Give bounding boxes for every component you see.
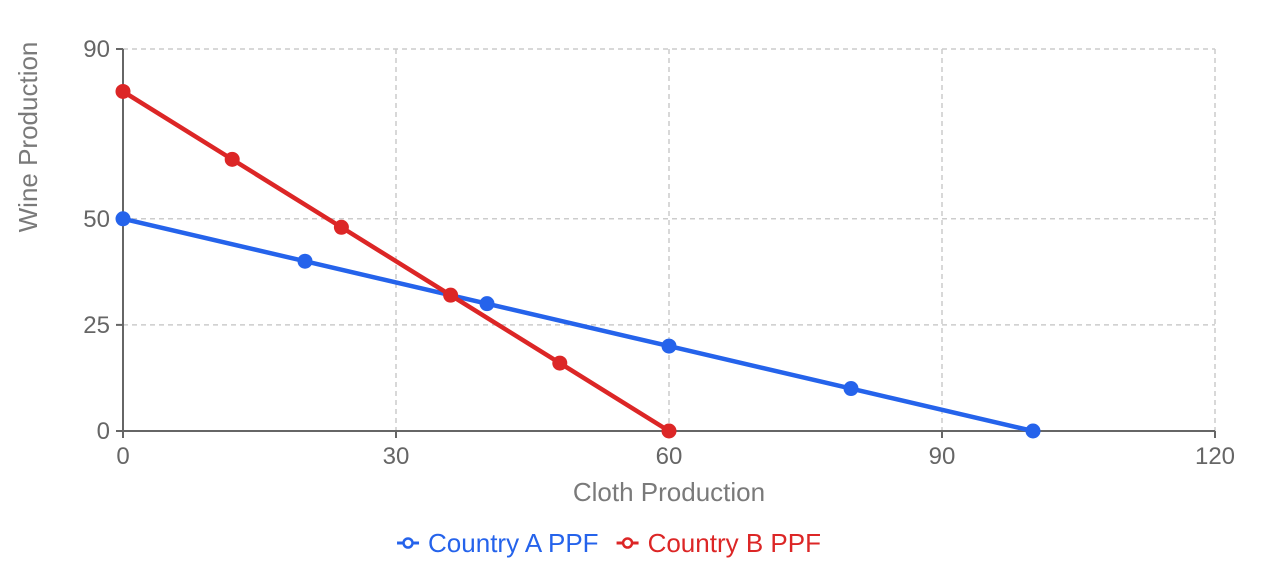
y-tick-label-25: 25 <box>83 312 110 339</box>
legend-label: Country B PPF <box>648 528 821 558</box>
x-tick-label-120: 120 <box>1195 443 1235 470</box>
grid <box>123 48 1216 431</box>
series-2 <box>115 83 677 439</box>
legend-swatch-marker <box>621 537 634 549</box>
series-2-point-1[interactable] <box>224 151 240 167</box>
series-1-point-1[interactable] <box>297 253 313 269</box>
legend-label: Country A PPF <box>428 528 599 558</box>
series-1-line <box>120 216 1036 434</box>
y-axis-title: Wine Production <box>13 42 43 233</box>
y-tick-label-0: 0 <box>97 418 110 445</box>
x-tick-label-0: 0 <box>116 443 129 470</box>
legend-item-2[interactable]: Country B PPF <box>616 528 821 558</box>
series-2-point-3[interactable] <box>443 287 459 303</box>
y-axis-ticks: 0 25 50 90 <box>83 36 123 445</box>
legend: Country A PPF Country B PPF <box>397 528 821 558</box>
x-tick-label-60: 60 <box>656 443 683 470</box>
legend-item-1[interactable]: Country A PPF <box>397 528 599 558</box>
x-axis-title: Cloth Production <box>573 477 765 507</box>
x-tick-label-90: 90 <box>929 443 956 470</box>
series-layer <box>115 83 1041 439</box>
series-2-point-2[interactable] <box>333 219 349 235</box>
x-axis-ticks: 0 30 60 90 120 <box>116 431 1235 470</box>
y-tick-label-50: 50 <box>83 206 110 233</box>
series-2-point-0[interactable] <box>115 83 131 99</box>
series-1-point-2[interactable] <box>479 296 495 312</box>
series-2-point-5[interactable] <box>661 423 677 439</box>
series-1-point-3[interactable] <box>661 338 677 354</box>
series-2-line <box>120 89 672 434</box>
series-1-point-4[interactable] <box>843 381 859 397</box>
series-1 <box>115 211 1041 439</box>
series-1-point-5[interactable] <box>1025 423 1041 439</box>
series-2-point-4[interactable] <box>552 355 568 371</box>
x-tick-label-30: 30 <box>383 443 410 470</box>
series-1-point-0[interactable] <box>115 211 131 227</box>
legend-swatch-marker <box>402 537 414 549</box>
y-tick-label-90: 90 <box>83 36 110 63</box>
